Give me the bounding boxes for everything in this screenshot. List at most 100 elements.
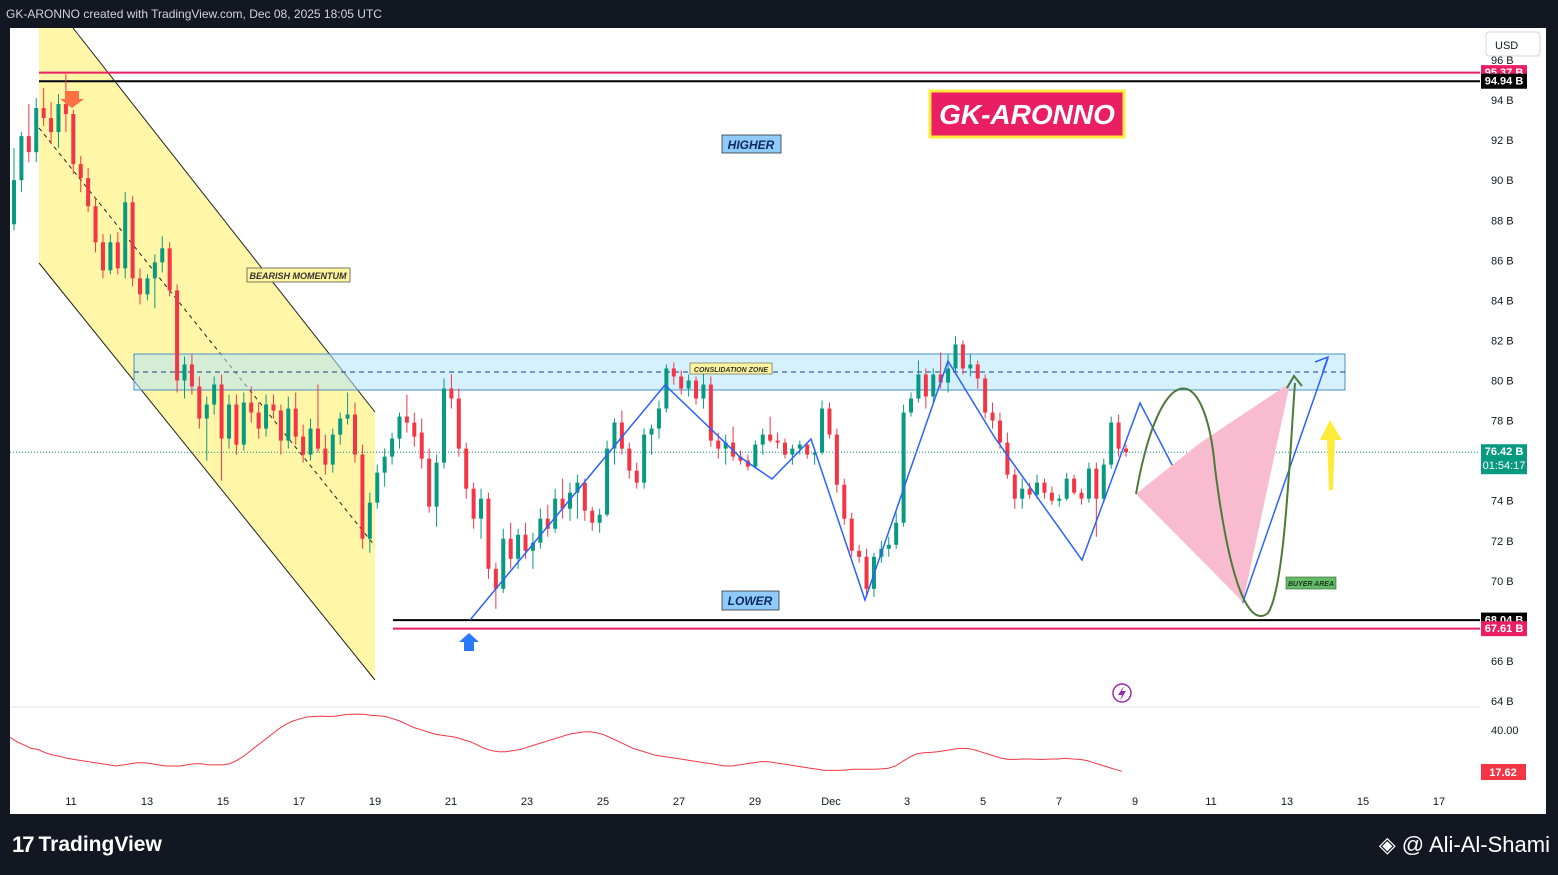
candle-body <box>782 442 787 455</box>
candle-body <box>523 534 528 551</box>
candle-body <box>1086 468 1091 499</box>
y-tick-label: 84 B <box>1491 295 1514 307</box>
author-credit: ◈ @ Ali-Al-Shami <box>1379 832 1550 858</box>
candle-body <box>367 502 372 539</box>
indicator-tag-text: 17.62 <box>1489 767 1517 779</box>
price-tag <box>1481 444 1527 475</box>
price-tag-subtext: 01:54:17 <box>1483 460 1526 472</box>
candle-body <box>404 416 409 423</box>
candle-body <box>975 364 980 379</box>
x-tick-label: 27 <box>673 796 685 808</box>
y-axis: 96 B 94 B 92 B 90 B 88 B 86 B 84 B 82 B 80 B 78 B… <box>1491 55 1519 737</box>
candle-body <box>1101 464 1106 499</box>
candle-body <box>716 440 721 449</box>
buyer-curve <box>1135 382 1296 617</box>
channel-mid-line <box>38 127 376 547</box>
footer: 17 TradingView ◈ @ Ali-Al-Shami <box>0 820 1558 875</box>
candle-body <box>234 404 239 445</box>
title-badge: GK-ARONNO <box>928 89 1126 139</box>
candle-body <box>753 444 758 467</box>
candle-body <box>293 408 298 437</box>
x-tick-label: 13 <box>1281 796 1293 808</box>
candle-body <box>775 440 780 443</box>
candle-body <box>530 542 535 551</box>
y-tick-label: 72 B <box>1491 536 1514 548</box>
buyer-label-text: BUYER AREA <box>1288 581 1334 588</box>
yellow-up-arrow <box>1320 420 1342 490</box>
candle-body <box>338 418 343 435</box>
candle-body <box>953 344 958 369</box>
x-tick-label: 17 <box>1433 796 1445 808</box>
zigzag-arrow-head <box>1314 355 1330 372</box>
orange-down-arrow <box>60 91 84 108</box>
candle-body <box>382 456 387 473</box>
candle-body <box>797 444 802 449</box>
candle-body <box>249 402 254 413</box>
candle-body <box>34 108 39 153</box>
candle-body <box>427 458 432 507</box>
candle-body <box>894 522 899 545</box>
candle-body <box>538 518 543 543</box>
x-tick-label: 25 <box>597 796 609 808</box>
candle-body <box>175 290 180 381</box>
candle-body <box>479 498 484 519</box>
candle-body <box>983 378 988 413</box>
candle-body <box>278 410 283 441</box>
candle-body <box>78 164 83 179</box>
candle-body <box>1116 422 1121 449</box>
candle-body <box>516 534 521 559</box>
candle-body <box>768 434 773 441</box>
candle-body <box>63 104 68 115</box>
higher-label: HIGHER <box>721 134 782 154</box>
x-tick-label: 7 <box>1056 796 1062 808</box>
x-tick-label: 11 <box>1205 796 1216 808</box>
candle-body <box>694 380 699 399</box>
candle-body <box>864 556 869 589</box>
candle-body <box>182 364 187 381</box>
candle-body <box>946 368 951 383</box>
candle-body <box>308 428 313 455</box>
chart-frame[interactable]: GK-ARONNO HIGHER LOWER BEARISH MOMENTUM … <box>9 27 1546 814</box>
candle-body <box>575 482 580 493</box>
attribution-bar: GK-ARONNO created with TradingView.com, … <box>0 0 1558 28</box>
candle-body <box>805 444 810 455</box>
candle-body <box>12 180 16 225</box>
indicator-tag: 17.62 <box>1481 764 1526 780</box>
attribution-text: GK-ARONNO created with TradingView.com, … <box>6 7 382 21</box>
y-tick-label: 80 B <box>1491 376 1514 388</box>
price-chart[interactable]: GK-ARONNO HIGHER LOWER BEARISH MOMENTUM … <box>9 27 1546 814</box>
candle-body <box>115 242 120 269</box>
buyer-curve-arrowhead <box>1286 374 1303 389</box>
bearish-label-text: BEARISH MOMENTUM <box>250 271 347 281</box>
candle-body <box>960 344 965 369</box>
title-badge-text: GK-ARONNO <box>939 99 1115 130</box>
candle-body <box>315 428 320 449</box>
y-tick-label: 96 B <box>1491 55 1514 67</box>
candle-body <box>931 374 936 397</box>
candle-body <box>264 404 269 429</box>
blue-up-arrow <box>459 633 479 651</box>
candle-body <box>1012 474 1017 499</box>
candle-body <box>642 434 647 483</box>
lower-label-text: LOWER <box>728 594 773 608</box>
candle-body <box>301 436 306 455</box>
price-tag <box>1481 73 1527 89</box>
candle-body <box>842 484 847 519</box>
currency-label: USD <box>1495 40 1518 52</box>
tradingview-logo[interactable]: 17 TradingView <box>12 832 162 858</box>
candle-body <box>886 544 891 549</box>
candle-body <box>130 202 135 279</box>
x-tick-label: 23 <box>521 796 533 808</box>
candle-body <box>627 448 632 471</box>
candle-body <box>412 422 417 437</box>
candle-body <box>619 422 624 449</box>
candle-body <box>582 482 587 511</box>
zigzag-line <box>469 357 1329 621</box>
candle-body <box>204 404 209 419</box>
x-tick-label: 19 <box>369 796 381 808</box>
candle-body <box>145 278 150 295</box>
candle-body <box>568 492 572 509</box>
candle-body <box>909 398 914 413</box>
candle-body <box>968 364 973 369</box>
candle-body <box>834 434 839 485</box>
